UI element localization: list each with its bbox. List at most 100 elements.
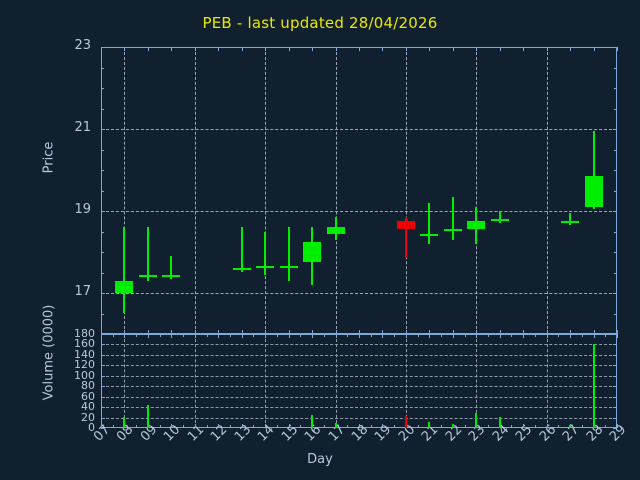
day-minor-tick bbox=[136, 425, 137, 428]
volume-tick bbox=[101, 407, 105, 408]
day-tick bbox=[148, 330, 149, 334]
day-minor-tick bbox=[277, 425, 278, 428]
candle-wick-day-28 bbox=[593, 131, 595, 209]
volume-tick bbox=[101, 376, 105, 377]
day-minor-tick bbox=[242, 425, 243, 428]
candle-wick-day-13 bbox=[241, 227, 243, 273]
candle-wick-day-15 bbox=[288, 227, 290, 281]
candle-wick-day-22 bbox=[452, 196, 454, 240]
day-minor-tick bbox=[371, 334, 372, 337]
day-tick bbox=[101, 330, 102, 334]
day-tick bbox=[171, 330, 172, 334]
day-minor-tick bbox=[183, 425, 184, 428]
day-minor-tick bbox=[582, 425, 583, 428]
price-minor-tick bbox=[101, 88, 104, 89]
volume-bar-day-21 bbox=[428, 422, 430, 428]
day-tick bbox=[195, 330, 196, 334]
day-minor-tick bbox=[101, 425, 102, 428]
day-minor-tick bbox=[453, 334, 454, 337]
volume-tick bbox=[613, 397, 617, 398]
price-minor-tick bbox=[101, 129, 104, 130]
candle-wick-day-20 bbox=[405, 217, 407, 259]
volume-tick-label: 100 bbox=[74, 369, 95, 382]
day-tick bbox=[570, 47, 571, 51]
volume-tick-label: 80 bbox=[81, 379, 95, 392]
day-minor-tick bbox=[136, 334, 137, 337]
day-tick bbox=[594, 47, 595, 51]
candle-body-day-10 bbox=[162, 274, 180, 277]
day-minor-tick bbox=[160, 425, 161, 428]
candle-body-day-14 bbox=[256, 266, 274, 269]
day-minor-tick bbox=[300, 425, 301, 428]
day-minor-tick bbox=[359, 425, 360, 428]
volume-bar-day-24 bbox=[499, 416, 501, 428]
price-minor-tick bbox=[101, 314, 104, 315]
day-minor-tick bbox=[488, 425, 489, 428]
day-minor-tick bbox=[511, 334, 512, 337]
price-minor-tick bbox=[614, 170, 617, 171]
day-minor-tick bbox=[347, 425, 348, 428]
price-tick-label: 19 bbox=[74, 202, 91, 217]
volume-tick bbox=[613, 334, 617, 335]
price-minor-tick bbox=[614, 273, 617, 274]
price-minor-tick bbox=[101, 109, 104, 110]
day-tick bbox=[476, 47, 477, 51]
candle-body-day-27 bbox=[561, 221, 579, 224]
day-minor-tick bbox=[289, 334, 290, 337]
candle-wick-day-08 bbox=[123, 227, 125, 314]
day-minor-tick bbox=[171, 334, 172, 337]
price-minor-tick bbox=[614, 293, 617, 294]
day-minor-tick bbox=[418, 334, 419, 337]
day-minor-tick bbox=[558, 425, 559, 428]
price-minor-tick bbox=[101, 211, 104, 212]
day-tick bbox=[312, 330, 313, 334]
volume-tick-label: 160 bbox=[74, 337, 95, 350]
candle-body-day-23 bbox=[467, 221, 485, 230]
day-tick bbox=[429, 47, 430, 51]
volume-tick bbox=[613, 376, 617, 377]
day-minor-tick bbox=[359, 334, 360, 337]
x-axis-label: Day bbox=[307, 452, 333, 467]
day-minor-tick bbox=[605, 425, 606, 428]
day-minor-tick bbox=[218, 334, 219, 337]
volume-tick-label: 40 bbox=[81, 400, 95, 413]
day-minor-tick bbox=[253, 334, 254, 337]
volume-tick-label: 120 bbox=[74, 358, 95, 371]
volume-tick bbox=[613, 407, 617, 408]
price-minor-tick bbox=[101, 150, 104, 151]
candle-body-day-09 bbox=[139, 274, 157, 277]
price-plot-area bbox=[101, 47, 617, 334]
candle-wick-day-14 bbox=[264, 231, 266, 275]
day-tick bbox=[500, 330, 501, 334]
price-minor-tick bbox=[614, 150, 617, 151]
volume-tick bbox=[613, 418, 617, 419]
volume-tick-label: 140 bbox=[74, 348, 95, 361]
day-minor-tick bbox=[394, 425, 395, 428]
volume-bar-day-16 bbox=[311, 414, 313, 428]
day-minor-tick bbox=[465, 425, 466, 428]
day-minor-tick bbox=[300, 334, 301, 337]
price-minor-tick bbox=[614, 88, 617, 89]
price-minor-tick bbox=[101, 232, 104, 233]
candle-body-day-15 bbox=[280, 266, 298, 269]
day-minor-tick bbox=[523, 425, 524, 428]
day-tick bbox=[500, 47, 501, 51]
day-tick bbox=[195, 47, 196, 51]
volume-tick bbox=[101, 428, 105, 429]
day-minor-tick bbox=[382, 334, 383, 337]
candle-body-day-17 bbox=[327, 227, 345, 234]
volume-tick bbox=[613, 386, 617, 387]
volume-tick bbox=[101, 355, 105, 356]
day-minor-tick bbox=[441, 425, 442, 428]
price-tick-label: 23 bbox=[74, 38, 91, 53]
day-tick bbox=[101, 47, 102, 51]
day-minor-tick bbox=[265, 334, 266, 337]
day-tick bbox=[242, 47, 243, 51]
day-tick bbox=[312, 47, 313, 51]
volume-tick-label: 0 bbox=[88, 421, 95, 434]
day-tick bbox=[570, 330, 571, 334]
price-minor-tick bbox=[614, 191, 617, 192]
price-minor-tick bbox=[101, 252, 104, 253]
price-minor-tick bbox=[101, 47, 104, 48]
day-minor-tick bbox=[207, 425, 208, 428]
